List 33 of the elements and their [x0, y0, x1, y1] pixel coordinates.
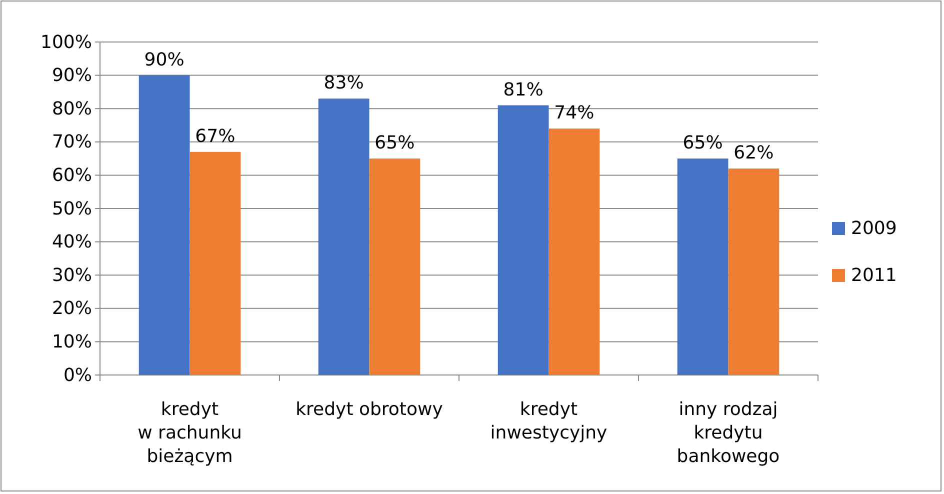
x-tick-label: kredyt obrotowy — [296, 399, 444, 420]
data-label: 65% — [374, 132, 415, 154]
y-tick-label: 20% — [52, 298, 92, 320]
y-tick-label: 30% — [52, 264, 92, 286]
y-tick-label: 40% — [52, 232, 92, 253]
data-label: 83% — [324, 72, 364, 94]
legend-label: 2011 — [851, 265, 897, 286]
legend-label: 2009 — [851, 218, 897, 239]
bar — [318, 98, 370, 375]
bar — [190, 152, 241, 375]
data-label: 74% — [554, 102, 594, 124]
y-tick-label: 100% — [40, 32, 92, 53]
x-tick-label: kredyt w rachunku bieżącym — [138, 399, 242, 467]
data-label: 62% — [734, 142, 774, 164]
bar — [498, 105, 549, 375]
bar — [728, 168, 780, 375]
y-tick-label: 90% — [52, 65, 92, 86]
y-tick-label: 70% — [52, 132, 92, 153]
y-tick-label: 10% — [52, 331, 92, 352]
bar — [138, 75, 190, 375]
bar — [548, 128, 600, 375]
y-tick-label: 0% — [63, 364, 92, 386]
data-label: 81% — [503, 79, 544, 100]
data-label: 90% — [144, 49, 184, 70]
y-tick-label: 80% — [52, 98, 92, 120]
data-label: 65% — [682, 132, 723, 154]
x-tick-label: inny rodzaj kredytu bankowego — [676, 399, 780, 467]
bar — [369, 158, 420, 375]
data-label: 67% — [195, 126, 236, 147]
y-tick-label: 60% — [52, 164, 92, 186]
y-tick-label: 50% — [52, 198, 92, 220]
x-tick-label: kredyt inwestycyjny — [490, 399, 608, 444]
bar — [677, 158, 728, 375]
